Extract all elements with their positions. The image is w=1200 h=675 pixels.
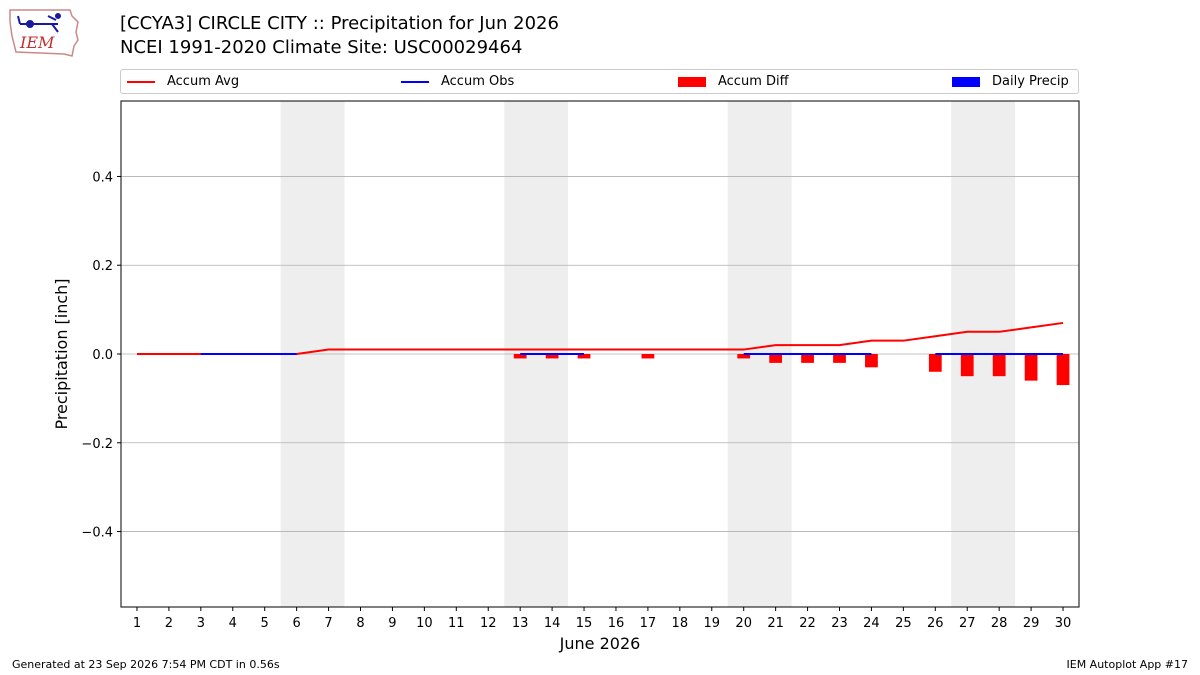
- x-tick-label: 11: [448, 616, 465, 631]
- generated-footer: Generated at 23 Sep 2026 7:54 PM CDT in …: [12, 658, 280, 671]
- y-tick-label: −0.2: [81, 437, 113, 452]
- x-tick-label: 9: [388, 616, 396, 631]
- y-tick-label: 0.4: [92, 170, 113, 185]
- legend-item-accum-obs: Accum Obs: [401, 74, 514, 90]
- chart-title: [CCYA3] CIRCLE CITY :: Precipitation for…: [120, 12, 559, 60]
- x-tick-label: 26: [927, 616, 944, 631]
- weather-station-icon: [17, 13, 61, 33]
- legend-label-accum-obs: Accum Obs: [441, 74, 515, 89]
- accum-diff-bar: [1024, 354, 1038, 381]
- accum-diff-bar: [577, 354, 591, 359]
- legend-item-accum-avg: Accum Avg: [127, 74, 239, 90]
- x-tick-label: 16: [608, 616, 625, 631]
- legend-label-accum-avg: Accum Avg: [167, 74, 240, 89]
- legend-label-daily-precip: Daily Precip: [992, 74, 1069, 89]
- legend-label-accum-diff: Accum Diff: [718, 74, 789, 89]
- x-tick-label: 19: [703, 616, 720, 631]
- x-tick-label: 30: [1055, 616, 1072, 631]
- x-tick-label: 8: [356, 616, 364, 631]
- accum-avg-swatch: [127, 81, 155, 83]
- x-tick-label: 7: [324, 616, 332, 631]
- x-tick-label: 14: [544, 616, 561, 631]
- accum-diff-bar: [545, 354, 559, 359]
- accum-diff-swatch: [678, 77, 706, 87]
- legend-item-accum-diff: Accum Diff: [678, 74, 789, 90]
- x-tick-label: 4: [229, 616, 237, 631]
- accum-diff-bar: [833, 354, 846, 363]
- accum-diff-bar: [865, 354, 878, 368]
- x-tick-label: 1: [133, 616, 141, 631]
- x-tick-label: 6: [292, 616, 300, 631]
- accum-diff-bar: [928, 354, 942, 372]
- y-axis-label: Precipitation [inch]: [52, 278, 71, 429]
- logo-text: IEM: [19, 33, 55, 52]
- plot-frame: [120, 100, 1080, 608]
- x-tick-label: 24: [863, 616, 880, 631]
- x-tick-label: 20: [735, 616, 752, 631]
- x-tick-label: 23: [831, 616, 848, 631]
- x-tick-label: 28: [991, 616, 1008, 631]
- x-tick-label: 10: [416, 616, 433, 631]
- y-tick-label: 0.2: [92, 259, 113, 274]
- y-tick-label: −0.4: [81, 526, 113, 541]
- accum-diff-bar: [960, 354, 974, 377]
- x-tick-label: 3: [197, 616, 205, 631]
- accum-obs-swatch: [401, 81, 429, 83]
- x-tick-label: 2: [165, 616, 173, 631]
- accum-diff-bar: [801, 354, 814, 363]
- x-tick-label: 5: [261, 616, 269, 631]
- x-tick-label: 15: [576, 616, 593, 631]
- accum-avg-line: [136, 321, 1064, 355]
- x-tick-label: 18: [672, 616, 689, 631]
- x-tick-label: 29: [1023, 616, 1040, 631]
- x-tick-label: 12: [480, 616, 497, 631]
- x-tick-label: 21: [767, 616, 784, 631]
- x-tick-label: 25: [895, 616, 912, 631]
- app-footer: IEM Autoplot App #17: [1066, 658, 1189, 671]
- title-line-1: [CCYA3] CIRCLE CITY :: Precipitation for…: [120, 13, 559, 34]
- x-tick-label: 13: [512, 616, 529, 631]
- accum-diff-bar: [513, 354, 527, 359]
- x-tick-label: 22: [799, 616, 816, 631]
- accum-diff-bar: [1056, 354, 1070, 386]
- accum-diff-bar: [769, 354, 783, 363]
- accum-diff-bar: [992, 354, 1006, 377]
- title-line-2: NCEI 1991-2020 Climate Site: USC00029464: [120, 37, 523, 58]
- x-tick-label: 27: [959, 616, 976, 631]
- legend: Accum Avg Accum Obs Accum Diff Daily Pre…: [120, 69, 1079, 94]
- daily-precip-swatch: [952, 77, 980, 87]
- x-axis-label: June 2026: [559, 634, 641, 653]
- x-tick-label: 17: [640, 616, 657, 631]
- iowa-outline-shape: [9, 9, 79, 57]
- y-tick-label: 0.0: [92, 348, 113, 363]
- accum-diff-bar: [641, 354, 655, 359]
- accum-diff-bar: [737, 354, 751, 359]
- iem-logo: IEM: [9, 9, 79, 57]
- legend-item-daily-precip: Daily Precip: [952, 74, 1069, 90]
